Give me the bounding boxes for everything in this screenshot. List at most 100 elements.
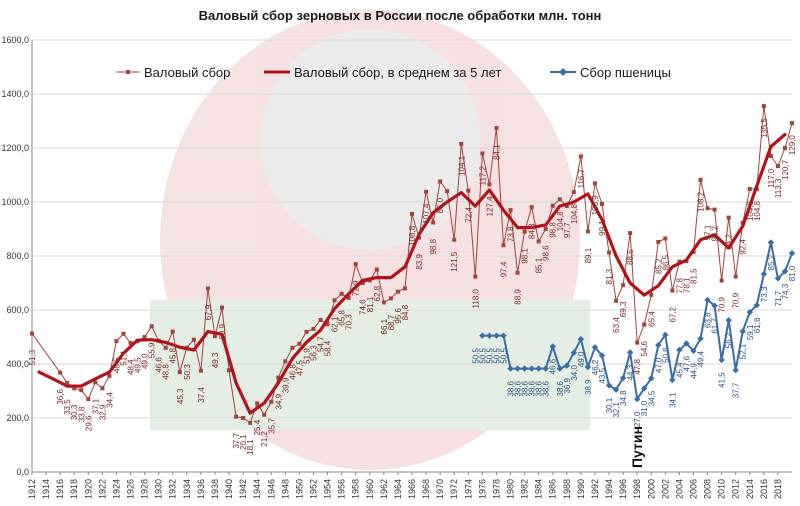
series-point-wheat	[648, 375, 655, 382]
data-label-gross: 117,0	[767, 168, 776, 188]
series-point-gross-harvest	[698, 177, 703, 182]
series-point-wheat	[774, 275, 782, 282]
series-point-gross-harvest	[198, 368, 203, 373]
series-point-wheat	[718, 356, 725, 364]
data-label-wheat: 50,5	[499, 348, 508, 364]
series-point-gross-harvest	[663, 236, 668, 241]
series-point-wheat	[507, 365, 514, 372]
series-point-wheat	[528, 365, 535, 372]
data-label-gross: 67,9	[204, 304, 213, 320]
series-point-gross-harvest	[571, 190, 576, 195]
series-point-gross-harvest	[142, 335, 147, 339]
series-point-wheat	[521, 365, 528, 372]
data-label-gross: 117,2	[478, 165, 487, 185]
series-point-gross-harvest	[459, 141, 464, 146]
x-tick-label: 1980	[506, 479, 516, 499]
data-label-wheat: 52,1	[739, 343, 748, 359]
x-tick-label: 1960	[365, 479, 375, 499]
data-label-wheat: 38,6	[535, 380, 544, 396]
data-label-gross: 104,8	[556, 211, 565, 232]
series-point-wheat	[711, 302, 718, 309]
data-label-gross: 34,4	[105, 392, 114, 408]
series-point-gross-harvest	[30, 331, 34, 336]
data-label-gross: 85,1	[535, 257, 544, 273]
series-point-gross-harvest	[487, 182, 492, 187]
x-tick-label: 1948	[280, 479, 290, 499]
x-tick-label: 1926	[126, 479, 136, 499]
series-point-gross-harvest	[543, 227, 548, 231]
data-label-gross: 104,8	[746, 200, 755, 221]
data-label-gross: 107,4	[422, 203, 431, 224]
series-point-gross-harvest	[325, 322, 330, 327]
data-label-gross: 68,7	[387, 314, 396, 330]
series-point-gross-harvest	[621, 283, 626, 288]
x-axis: 1912 1914 1916 1918 1920 1922 1924 1926 1928 1930…	[27, 471, 792, 499]
series-point-gross-harvest	[410, 211, 414, 216]
data-label-wheat: 38,6	[528, 380, 537, 396]
series-point-wheat	[514, 365, 521, 372]
data-label-gross: 60,9	[218, 323, 227, 339]
series-point-gross-harvest	[480, 151, 485, 156]
y-tick-label: 200,0	[6, 413, 29, 423]
series-point-gross-harvest	[79, 388, 84, 393]
series-point-wheat	[535, 365, 542, 372]
series-point-gross-harvest	[656, 239, 661, 244]
data-label-gross: 84,8	[401, 304, 410, 320]
series-point-gross-harvest	[642, 322, 647, 327]
series-point-gross-harvest	[276, 375, 281, 380]
series-point-gross-harvest	[374, 267, 379, 272]
data-label-gross: 121,5	[450, 251, 459, 272]
x-tick-label: 1934	[182, 479, 192, 499]
data-label-gross: 127,4	[485, 196, 494, 217]
data-label-gross: 33,5	[63, 399, 72, 415]
data-label-gross: 58,4	[324, 340, 333, 356]
x-tick-label: 1916	[55, 479, 65, 499]
data-label-wheat: 38,6	[542, 380, 551, 396]
data-label-gross: 104,1	[457, 155, 466, 176]
y-axis: 0,0 200,0 400,0 600,0 800,0 1000,0 1200,0 1400,…	[1, 35, 33, 477]
x-tick-label: 1978	[491, 479, 501, 499]
data-label-wheat: 44,9	[689, 363, 698, 379]
data-label-gross: 33,8	[77, 406, 86, 422]
series-point-gross-harvest	[705, 206, 710, 211]
series-point-gross-harvest	[353, 262, 358, 267]
series-point-gross-harvest	[65, 380, 70, 385]
x-tick-label: 1954	[323, 479, 333, 499]
x-tick-label: 1970	[435, 479, 445, 499]
data-label-wheat: 74,3	[781, 283, 790, 299]
data-label-wheat: 47,0	[654, 357, 663, 373]
series-point-wheat	[725, 317, 732, 324]
series-point-gross-harvest	[494, 126, 499, 131]
x-tick-label: 2014	[745, 479, 755, 499]
series-point-wheat	[683, 340, 690, 347]
y-tick-label: 600,0	[6, 305, 29, 315]
data-label-gross: 25,4	[253, 419, 262, 435]
data-label-gross: 63,4	[612, 317, 621, 333]
data-label-wheat: 38,6	[514, 380, 523, 396]
data-label-gross: 49,5	[134, 357, 143, 373]
series-point-gross-harvest	[269, 399, 274, 404]
series-point-gross-harvest	[100, 386, 105, 391]
data-label-gross: 70,9	[718, 296, 727, 312]
x-tick-label: 1938	[210, 479, 220, 499]
series-point-gross-harvest	[466, 188, 471, 193]
legend-marker-wheat	[559, 68, 567, 76]
series-point-gross-harvest	[339, 291, 344, 296]
x-tick-label: 1982	[520, 479, 530, 499]
data-label-gross: 84,3	[528, 223, 537, 239]
data-label-gross: 77,8	[675, 278, 684, 294]
series-point-wheat	[760, 270, 768, 278]
x-tick-label: 2010	[717, 479, 727, 499]
data-label-wheat: 37,7	[732, 382, 741, 398]
x-tick-label: 1972	[449, 479, 459, 499]
data-label-wheat: 49,4	[697, 350, 706, 366]
data-label-gross: 54,7	[317, 336, 326, 352]
series-point-gross-harvest	[107, 373, 112, 378]
x-tick-label: 1918	[69, 479, 79, 499]
series-point-wheat	[542, 365, 549, 372]
data-label-gross: 118,0	[471, 289, 480, 309]
y-tick-label: 1000,0	[1, 197, 29, 207]
data-label-wheat: 34,1	[668, 392, 677, 408]
series-point-wheat	[676, 346, 683, 354]
